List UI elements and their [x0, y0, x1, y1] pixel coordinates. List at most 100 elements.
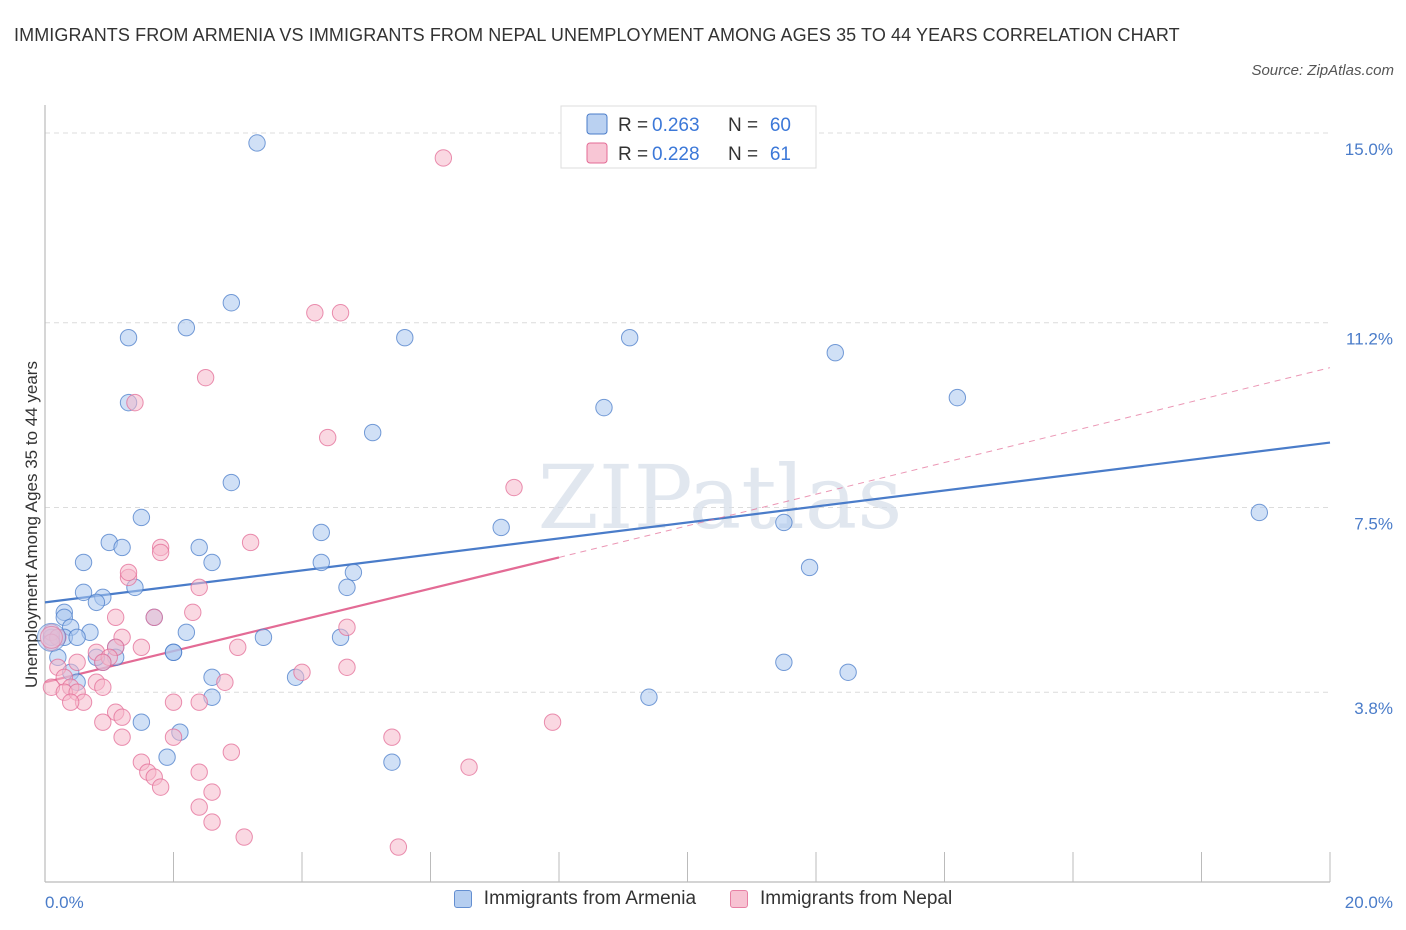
nepal-point [331, 304, 350, 322]
nepal-point [383, 728, 401, 746]
armenia-point [620, 329, 639, 347]
nepal-point [132, 638, 151, 657]
nepal-trend-line [44, 556, 560, 684]
armenia-point [775, 653, 793, 671]
y-tick-label: 7.5% [1354, 514, 1393, 533]
y-tick-labels: 3.8% 7.5% 11.2% 15.0% [1345, 140, 1393, 718]
y-tick-label: 11.2% [1346, 330, 1393, 349]
n-value: 61 [770, 144, 791, 165]
nepal-point [319, 428, 337, 447]
nepal-point [184, 603, 202, 622]
r-label: R = [618, 115, 648, 136]
nepal-point [113, 728, 131, 746]
armenia-point [839, 663, 857, 681]
nepal-point [39, 625, 63, 649]
armenia-point [800, 558, 819, 577]
nepal-point [164, 693, 183, 711]
armenia-point [595, 398, 613, 417]
armenia-point [190, 538, 208, 557]
n-value: 60 [770, 115, 791, 136]
armenia-point [74, 583, 93, 602]
nepal-point [389, 838, 408, 856]
grid-lines [45, 132, 1330, 693]
nepal-point [543, 713, 562, 731]
armenia-point [119, 329, 138, 347]
nepal-point [164, 728, 183, 746]
legend-label-nepal: Immigrants from Nepal [760, 888, 953, 909]
nepal-point [94, 678, 112, 696]
armenia-point [338, 578, 356, 597]
armenia-point [775, 513, 793, 532]
nepal-point [229, 638, 247, 657]
armenia-point [363, 423, 382, 442]
nepal-point [113, 708, 131, 726]
nepal-point [61, 693, 80, 711]
nepal-point [119, 563, 138, 582]
nepal-point [505, 478, 523, 497]
nepal-point [338, 618, 356, 637]
armenia-point [344, 563, 363, 582]
n-label: N = [728, 115, 758, 136]
watermark: ZIPatlas [538, 446, 903, 549]
armenia-point [177, 319, 196, 337]
nepal-point [151, 543, 170, 562]
x-tick-label: 0.0% [45, 893, 84, 912]
series-legend: Immigrants from Armenia Immigrants from … [0, 888, 1406, 910]
nepal-point [190, 578, 208, 597]
armenia-point [248, 134, 266, 152]
nepal-point [68, 653, 86, 671]
nepal-point [338, 658, 356, 676]
legend-item-nepal[interactable]: Immigrants from Nepal [730, 888, 952, 910]
legend-label-armenia: Immigrants from Armenia [483, 888, 697, 909]
nepal-point [196, 368, 215, 387]
r-label: R = [618, 144, 648, 165]
armenia-point [113, 538, 131, 557]
nepal-point [235, 828, 253, 846]
nepal-point [126, 393, 144, 412]
nepal-point [460, 758, 478, 776]
r-value: 0.263 [652, 115, 700, 136]
chart-source: Source: ZipAtlas.com [1251, 62, 1394, 79]
legend-item-armenia[interactable]: Immigrants from Armenia [453, 888, 697, 910]
nepal-point [203, 813, 221, 831]
armenia-point [68, 628, 86, 647]
armenia-point [383, 753, 401, 771]
axes [44, 105, 1331, 883]
data-points [36, 134, 1269, 856]
nepal-point [434, 149, 453, 167]
nepal-point [190, 798, 208, 816]
y-tick-label: 3.8% [1354, 699, 1393, 718]
armenia-point [492, 518, 510, 537]
armenia-point [312, 553, 330, 572]
nepal-trend-extension [558, 367, 1331, 558]
armenia-point [396, 329, 414, 347]
n-label: N = [728, 144, 758, 165]
armenia-point [132, 713, 151, 731]
armenia-point [640, 688, 658, 706]
nepal-point [190, 763, 208, 781]
nepal-point [216, 673, 234, 691]
y-tick-label: 15.0% [1345, 140, 1393, 159]
nepal-point [106, 608, 125, 627]
chart-title: IMMIGRANTS FROM ARMENIA VS IMMIGRANTS FR… [14, 25, 1180, 45]
r-value: 0.228 [652, 144, 700, 165]
nepal-point [293, 663, 311, 681]
nepal-point [151, 778, 170, 796]
nepal-point [222, 743, 241, 761]
armenia-trend-line [44, 441, 1331, 604]
nepal-point [306, 304, 324, 322]
armenia-point [164, 643, 183, 662]
armenia-point [87, 593, 106, 612]
armenia-point [312, 523, 330, 542]
armenia-point [222, 473, 241, 492]
nepal-point [241, 533, 260, 552]
armenia-point [132, 508, 151, 527]
armenia-point [948, 388, 967, 407]
stats-swatch [586, 113, 608, 135]
armenia-point [254, 628, 273, 647]
stats-swatch [586, 142, 608, 164]
trend-lines [44, 367, 1331, 684]
nepal-point [94, 713, 112, 731]
nepal-point [94, 653, 112, 671]
nepal-point [145, 608, 163, 627]
